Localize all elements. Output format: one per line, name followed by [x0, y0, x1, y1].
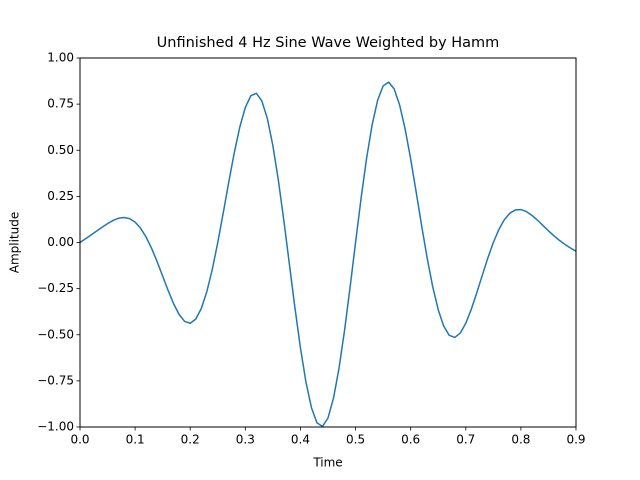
y-tick-label: −0.75	[37, 373, 74, 387]
y-axis-label: Amplitude	[8, 212, 22, 274]
y-tick-label: 0.25	[47, 189, 74, 203]
x-tick-label: 0.7	[456, 433, 475, 447]
y-tick-label: 1.00	[47, 51, 74, 65]
x-tick-label: 0.4	[291, 433, 310, 447]
y-tick-label: −0.25	[37, 281, 74, 295]
x-tick-label: 0.2	[181, 433, 200, 447]
y-tick-label: 0.50	[47, 143, 74, 157]
y-tick-label: −1.00	[37, 420, 74, 434]
line-series	[79, 81, 577, 428]
x-tick-label: 0.3	[236, 433, 255, 447]
axes-frame	[79, 57, 577, 428]
y-tick-label: −0.50	[37, 327, 74, 341]
x-axis-label: Time	[312, 456, 342, 470]
x-tick-label: 0.8	[511, 433, 530, 447]
x-tick-label: 0.6	[401, 433, 420, 447]
x-tick-label: 0.5	[346, 433, 365, 447]
y-tick-label: 0.75	[47, 97, 74, 111]
x-tick-label: 0.9	[566, 433, 585, 447]
x-tick-label: 0.1	[126, 433, 145, 447]
chart-title: Unfinished 4 Hz Sine Wave Weighted by Ha…	[157, 35, 500, 51]
y-tick-label: 0.00	[47, 235, 74, 249]
x-tick-label: 0.0	[70, 433, 89, 447]
